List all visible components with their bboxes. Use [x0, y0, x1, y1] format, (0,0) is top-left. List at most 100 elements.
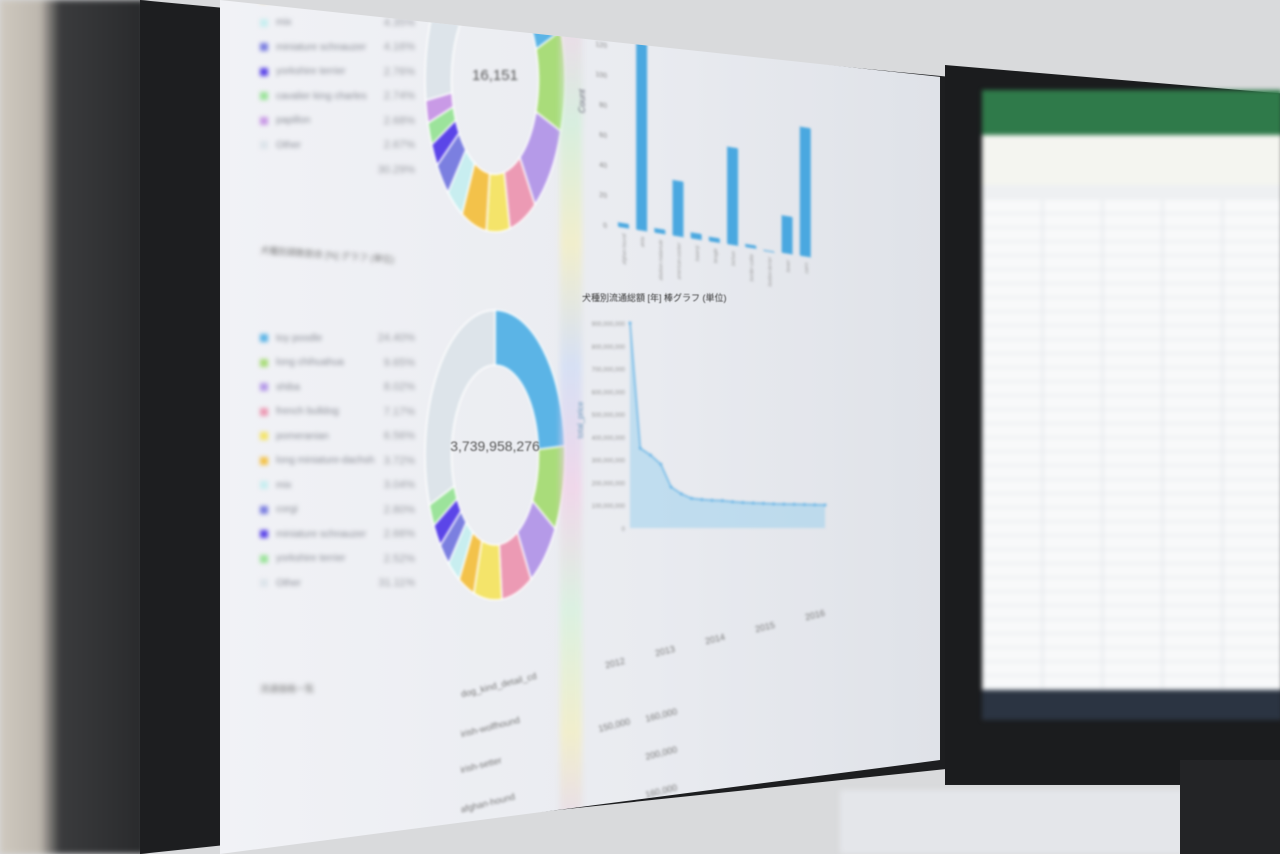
legend-item[interactable]: long miniature-dachshund6.48% [260, 0, 415, 8]
bar[interactable] [618, 222, 629, 229]
legend-swatch [260, 505, 268, 514]
legend-swatch [260, 407, 268, 416]
x-tick-label: american-cocker [677, 242, 683, 280]
legend-item[interactable]: yorkshire terrier 2.76% [260, 62, 415, 82]
data-point[interactable] [710, 498, 714, 502]
bar[interactable] [672, 179, 684, 238]
table-row-label[interactable]: american-cocker-spaniel [460, 824, 558, 854]
legend-item[interactable]: toy poodle 24.40% [260, 328, 415, 348]
legend-item[interactable]: miniature schnauzer 4.16% [260, 37, 415, 57]
year-column-header: 2015 [754, 619, 776, 635]
screen-glare [560, 0, 582, 854]
legend-item[interactable]: long chihuahua 9.65% [260, 353, 415, 373]
legend-percent: 2.74% [383, 90, 415, 102]
table-row-label[interactable]: afghan-hound [459, 791, 516, 815]
data-point[interactable] [782, 502, 786, 506]
x-tick-label: beagle [713, 248, 719, 264]
area-fill [630, 323, 825, 528]
donut-top-total: 16,151 [472, 67, 518, 84]
legend-item[interactable]: Other 2.67% [260, 135, 415, 155]
data-point[interactable] [792, 502, 796, 506]
year-column-header: 2014 [704, 631, 726, 647]
bar[interactable] [636, 16, 648, 232]
donut-slice[interactable] [424, 309, 496, 507]
data-point[interactable] [649, 453, 653, 457]
x-tick-label: alaskan-malamute [658, 239, 664, 281]
legend-item[interactable]: mix 4.35% [260, 13, 415, 33]
y-tick-label: 140 [595, 11, 607, 20]
legend-percent: 30.29% [377, 163, 415, 176]
legend-item[interactable]: mix 3.04% [260, 475, 415, 495]
legend-label: toy poodle [276, 332, 323, 344]
legend-item[interactable]: papillon 2.68% [260, 111, 415, 131]
legend-label: shiba [276, 381, 300, 393]
donut-top-legend: long miniature-dachshund6.48% mix 4.35% min… [220, 0, 420, 188]
legend-percent: 6.56% [383, 430, 415, 442]
donut-slice[interactable] [494, 309, 566, 451]
x-tick-label: border-collie [749, 253, 755, 282]
legend-item[interactable]: cavalier king charles 2.74% [260, 86, 415, 106]
legend-percent: 4.35% [383, 16, 415, 29]
bar[interactable] [654, 228, 666, 235]
y-tick-label: 0 [622, 527, 626, 533]
data-point[interactable] [813, 503, 817, 507]
data-point[interactable] [659, 462, 663, 466]
bar[interactable] [727, 146, 739, 246]
legend-label: yorkshire terrier [276, 553, 346, 564]
y-axis-label: Count [577, 88, 587, 114]
bar[interactable] [690, 232, 702, 241]
area-chart: 0 100,000,000 200,000,000 300,000,000 400,00… [576, 321, 827, 533]
legend-item[interactable]: 30.29% [260, 160, 415, 180]
left-monitor-blurred [0, 0, 145, 854]
legend-label: miniature schnauzer [276, 528, 367, 540]
legend-item[interactable]: miniature schnauzer 2.66% [260, 524, 415, 544]
legend-item[interactable]: pomeranian 6.56% [260, 426, 415, 446]
bar[interactable] [763, 249, 775, 253]
legend-item[interactable]: yorkshire terrier 2.52% [260, 549, 415, 569]
data-point[interactable] [741, 500, 745, 504]
legend-percent: 3.04% [383, 479, 415, 491]
table-row-label[interactable]: irish-wolfhound [459, 714, 521, 740]
y-tick-label: 40 [599, 162, 607, 170]
table-row-label[interactable]: irish-setter [459, 755, 503, 775]
legend-label: miniature schnauzer [276, 41, 367, 53]
data-point[interactable] [751, 501, 755, 505]
bar[interactable] [781, 215, 793, 255]
bar-chart: 0 20 40 60 80 100 120 140 Count afghan-hound akita… [577, 11, 811, 287]
data-point[interactable] [679, 492, 683, 496]
data-point[interactable] [700, 498, 704, 502]
legend-item[interactable]: long miniature-dachshund 3.72% [260, 451, 415, 471]
bar[interactable] [799, 126, 811, 258]
legend-item[interactable]: french bulldog 7.17% [260, 402, 415, 422]
data-point[interactable] [669, 485, 673, 489]
data-point[interactable] [772, 502, 776, 506]
legend-swatch [260, 334, 268, 342]
bar[interactable] [745, 243, 757, 249]
x-tick-label: cairn [804, 262, 810, 274]
y-tick-label: 20 [599, 192, 607, 200]
table-cell: 160,000 [644, 706, 679, 724]
legend-swatch [260, 358, 268, 367]
data-point[interactable] [823, 503, 827, 507]
legend-item[interactable]: shiba 8.02% [260, 377, 415, 397]
data-point[interactable] [720, 499, 724, 503]
x-tick-label: bichon [731, 251, 737, 267]
data-point[interactable] [628, 321, 632, 325]
bar[interactable] [708, 236, 720, 243]
monitor-stand [1180, 760, 1280, 854]
legend-label: papillon [276, 115, 311, 126]
y-tick-label: 200,000,000 [592, 481, 626, 487]
legend-swatch [260, 18, 268, 27]
data-point[interactable] [638, 446, 642, 450]
legend-label: long chihuahua [276, 357, 344, 368]
data-point[interactable] [761, 501, 765, 505]
donut-slice[interactable] [424, 0, 496, 102]
data-point[interactable] [731, 500, 735, 504]
data-point[interactable] [690, 496, 694, 500]
data-point[interactable] [802, 503, 806, 507]
legend-item[interactable]: corgi 2.80% [260, 500, 415, 520]
legend-item[interactable]: Other 31.11% [260, 573, 415, 593]
y-tick-label: 100 [595, 71, 607, 80]
legend-percent: 2.76% [383, 65, 415, 78]
